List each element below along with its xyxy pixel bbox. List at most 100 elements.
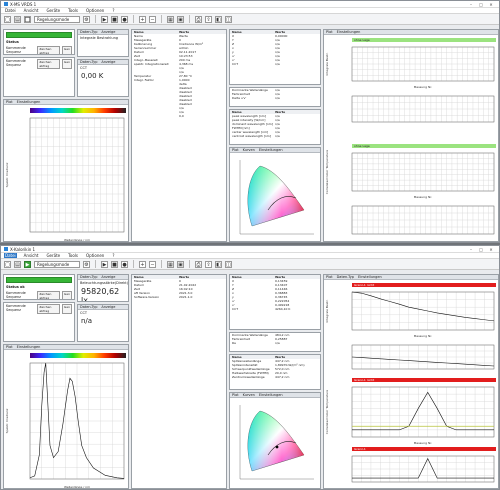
menu-help[interactable]: ? <box>112 253 115 258</box>
menu-view[interactable]: Ansicht <box>23 253 39 258</box>
query-button[interactable]: Zeichen abfrag <box>37 46 60 54</box>
chart-icon[interactable]: ◫ <box>225 15 232 23</box>
export-icon[interactable]: ⇪ <box>205 260 212 268</box>
tab-settings[interactable]: Einstellungen <box>358 275 382 279</box>
limit-bar-2: Grenz-1 nicht <box>352 378 496 382</box>
cell-name: dominant wavelength [nm] <box>232 122 273 126</box>
record-icon[interactable]: ● <box>121 15 128 23</box>
new-icon[interactable]: ▢ <box>4 15 11 23</box>
window-icon[interactable]: ▣ <box>177 260 184 268</box>
table-row: Messgeräte 0 <box>132 38 226 42</box>
query-button[interactable]: Zeichen abfrag <box>37 59 60 69</box>
settings-icon[interactable]: ⚙ <box>83 260 90 268</box>
menu-bar: Datei Ansicht Geräte Tools Optionen ? <box>1 8 499 14</box>
new-icon[interactable]: ▢ <box>4 260 11 268</box>
gen-button[interactable]: Gen <box>61 46 72 54</box>
tab-display[interactable]: Anzeige <box>101 60 116 64</box>
trend-chart-2d <box>351 455 495 483</box>
tab-settings[interactable]: Einstellungen <box>258 148 283 152</box>
cell-value: n/a <box>275 134 280 138</box>
tab-display[interactable]: Anzeige <box>101 275 116 279</box>
cell-value: n/a <box>275 58 280 62</box>
add-icon[interactable]: + <box>139 15 146 23</box>
cell-value: n/a <box>275 46 280 50</box>
tab-plot[interactable]: Plot <box>326 275 333 279</box>
tab-settings[interactable]: Einstellungen <box>16 100 41 104</box>
gen-button[interactable]: Gen <box>61 59 72 69</box>
menu-view[interactable]: Ansicht <box>23 8 39 13</box>
query-button[interactable]: Zeichen abfrag <box>37 304 60 314</box>
menu-file[interactable]: Datei <box>5 8 16 13</box>
close-button[interactable]: ✕ <box>489 1 493 7</box>
tab-data-type[interactable]: Daten-Typ <box>80 60 98 64</box>
tab-plot[interactable]: Plot <box>326 30 333 34</box>
gen-button[interactable]: Gen <box>61 291 72 299</box>
remove-icon[interactable]: − <box>149 15 156 23</box>
menu-file[interactable]: Datei <box>4 253 17 258</box>
tab-curves[interactable]: Kurven <box>242 393 255 397</box>
menu-options[interactable]: Optionen <box>86 8 105 13</box>
menu-help[interactable]: ? <box>112 8 115 13</box>
maximize-button[interactable]: □ <box>479 1 483 7</box>
mode-select[interactable]: Regelungsmode <box>34 15 80 23</box>
save-icon[interactable]: ■ <box>24 15 31 23</box>
stop-icon[interactable]: ■ <box>111 15 118 23</box>
layout-icon[interactable]: ◧ <box>215 260 222 268</box>
tab-plot[interactable]: Plot <box>232 148 239 152</box>
tab-settings[interactable]: Einstellungen <box>336 30 361 34</box>
window-title: X-Kalorikin 1 <box>10 246 36 252</box>
run-icon[interactable]: ▶ <box>24 260 31 268</box>
tab-settings[interactable]: Einstellungen <box>16 345 41 349</box>
window-icon[interactable]: ▣ <box>177 15 184 23</box>
open-folder-icon[interactable]: ▤ <box>14 15 21 23</box>
stop-icon[interactable]: ■ <box>111 260 118 268</box>
menu-devices[interactable]: Geräte <box>46 253 61 258</box>
record-icon[interactable]: ● <box>121 260 128 268</box>
tab-data-type[interactable]: Daten-Typ <box>80 305 98 309</box>
grid-icon[interactable]: ▦ <box>167 15 174 23</box>
minimize-button[interactable]: – <box>470 246 472 252</box>
display-sub-label: CCT <box>80 311 88 315</box>
tab-plot[interactable]: Plot <box>6 345 13 349</box>
table-row: Dominante Wellenlänge 484,2 nm <box>230 333 320 337</box>
limit-bar-1: Grenz-1 nicht <box>352 283 496 287</box>
table-row: Schwerpunktwellenlänge 572,0 nm <box>230 367 320 371</box>
play-icon[interactable]: ▶ <box>101 15 108 23</box>
print-icon[interactable]: ⎙ <box>195 260 202 268</box>
tab-plot[interactable]: Plot <box>6 100 13 104</box>
color-info-panel-2: Dominante Wellenlänge n/a Farbreinheit n/a D… <box>229 87 321 107</box>
tab-data-type[interactable]: Daten-Typ <box>336 275 355 279</box>
tab-settings[interactable]: Einstellungen <box>258 393 283 397</box>
tab-data-type[interactable]: Daten-Typ <box>80 275 98 279</box>
menu-devices[interactable]: Geräte <box>46 8 61 13</box>
planckian-locus <box>267 441 297 456</box>
tab-data-type[interactable]: Daten-Typ <box>80 30 98 34</box>
menu-tools[interactable]: Tools <box>68 8 78 13</box>
data-type-value: Beleuchtungsstärke(Direkt) <box>80 281 129 285</box>
chart-icon[interactable]: ◫ <box>225 260 232 268</box>
gen-button[interactable]: Gen <box>61 304 72 314</box>
minimize-button[interactable]: – <box>470 1 472 7</box>
mode-select[interactable]: Regelungsmode <box>34 260 80 268</box>
tab-plot[interactable]: Plot <box>232 393 239 397</box>
add-icon[interactable]: + <box>139 260 146 268</box>
close-button[interactable]: ✕ <box>489 246 493 252</box>
play-icon[interactable]: ▶ <box>101 260 108 268</box>
table-row: Kalibrierung Irradiance W/m² <box>132 42 226 46</box>
cell-name: Farbreinheit <box>232 92 250 96</box>
tab-display[interactable]: Anzeige <box>101 305 116 309</box>
menu-tools[interactable]: Tools <box>68 253 78 258</box>
maximize-button[interactable]: □ <box>479 246 483 252</box>
cell-name: Software-Version <box>134 295 160 299</box>
open-folder-icon[interactable]: ▤ <box>14 260 21 268</box>
export-icon[interactable]: ⇪ <box>205 15 212 23</box>
tab-curves[interactable]: Kurven <box>242 148 255 152</box>
layout-icon[interactable]: ◧ <box>215 15 222 23</box>
tab-display[interactable]: Anzeige <box>101 30 116 34</box>
grid-icon[interactable]: ▦ <box>167 260 174 268</box>
menu-options[interactable]: Optionen <box>86 253 105 258</box>
query-button[interactable]: Zeichen abfrag <box>37 291 60 299</box>
print-icon[interactable]: ⎙ <box>195 15 202 23</box>
settings-icon[interactable]: ⚙ <box>83 15 90 23</box>
remove-icon[interactable]: − <box>149 260 156 268</box>
